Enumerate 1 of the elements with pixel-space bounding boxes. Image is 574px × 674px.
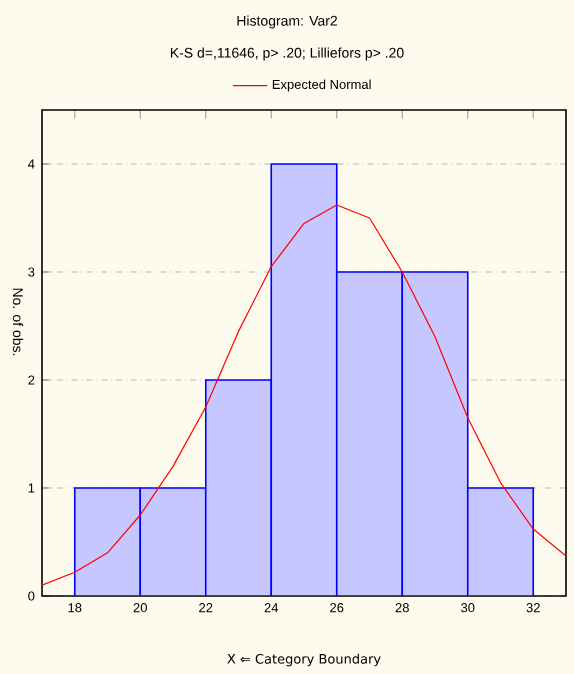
line-series	[42, 204, 566, 586]
